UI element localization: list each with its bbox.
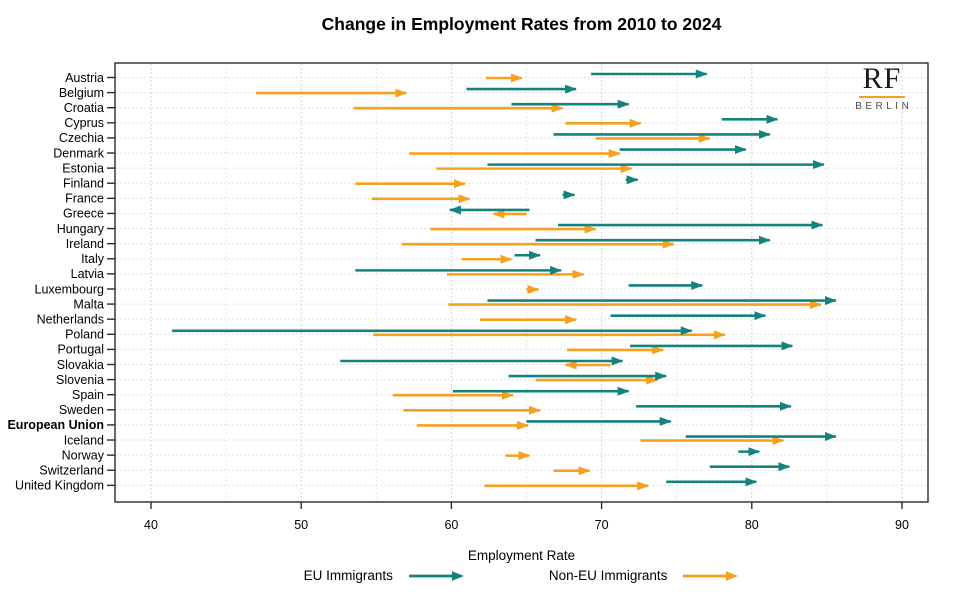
- legend-label-non-eu: Non-EU Immigrants: [548, 568, 668, 583]
- legend-item-non-eu: Non-EU Immigrants: [549, 568, 740, 583]
- country-label-croatia: Croatia: [64, 101, 104, 115]
- country-label-poland: Poland: [65, 328, 104, 342]
- country-label-luxembourg: Luxembourg: [35, 282, 105, 296]
- rf-berlin-logo: RF BERLIN: [846, 62, 918, 113]
- chart-title: Change in Employment Rates from 2010 to …: [321, 14, 722, 34]
- country-label-hungary: Hungary: [57, 222, 105, 236]
- legend-label-eu: EU Immigrants: [303, 568, 393, 583]
- x-tick-label: 50: [294, 518, 308, 532]
- x-tick-label: 40: [144, 518, 158, 532]
- x-tick-label: 90: [895, 518, 909, 532]
- logo-berlin-text: BERLIN: [855, 101, 913, 112]
- country-label-cyprus: Cyprus: [64, 116, 104, 130]
- country-label-switzerland: Switzerland: [39, 464, 104, 478]
- country-label-netherlands: Netherlands: [37, 312, 104, 326]
- country-label-denmark: Denmark: [53, 146, 104, 160]
- country-label-slovakia: Slovakia: [57, 358, 104, 372]
- country-label-european-union: European Union: [7, 418, 104, 432]
- country-label-ireland: Ireland: [66, 237, 104, 251]
- country-label-france: France: [65, 192, 104, 206]
- country-label-czechia: Czechia: [59, 131, 104, 145]
- x-tick-label: 60: [444, 518, 458, 532]
- legend: EU Immigrants Non-EU Immigrants: [115, 568, 928, 583]
- country-label-latvia: Latvia: [71, 267, 104, 281]
- non-eu-arrow-icon: [683, 570, 739, 581]
- country-label-italy: Italy: [81, 252, 105, 266]
- country-label-austria: Austria: [65, 71, 104, 85]
- country-label-malta: Malta: [73, 297, 104, 311]
- country-label-united-kingdom: United Kingdom: [15, 479, 104, 493]
- legend-item-eu: EU Immigrants: [304, 568, 465, 583]
- country-label-sweden: Sweden: [59, 403, 104, 417]
- x-tick-label: 70: [595, 518, 609, 532]
- plot-border: [114, 62, 929, 503]
- country-label-spain: Spain: [72, 388, 104, 402]
- country-label-belgium: Belgium: [59, 86, 104, 100]
- country-label-norway: Norway: [62, 448, 105, 462]
- country-label-finland: Finland: [63, 177, 104, 191]
- x-tick-label: 80: [745, 518, 759, 532]
- employment-chart: AustriaBelgiumCroatiaCyprusCzechiaDenmar…: [7, 62, 929, 532]
- eu-arrow-icon: [408, 570, 464, 581]
- country-label-greece: Greece: [63, 207, 104, 221]
- country-label-portugal: Portugal: [57, 343, 104, 357]
- logo-rf-text: RF: [862, 62, 902, 95]
- logo-orange-rule: [859, 96, 905, 98]
- country-label-estonia: Estonia: [62, 161, 104, 175]
- x-axis-label: Employment Rate: [467, 548, 576, 563]
- country-label-slovenia: Slovenia: [56, 373, 104, 387]
- country-label-iceland: Iceland: [64, 433, 104, 447]
